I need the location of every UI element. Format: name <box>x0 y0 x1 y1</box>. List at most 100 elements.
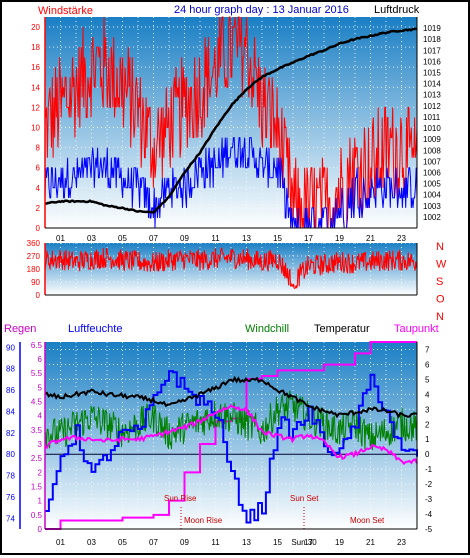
dir-tick-label: 180 <box>27 265 41 274</box>
hour-tick-label: 13 <box>242 234 251 243</box>
regen-tick-label: 0.5 <box>31 511 43 520</box>
regen-tick-label: 3.5 <box>31 426 43 435</box>
hour-tick-label: 07 <box>149 538 158 547</box>
hour-tick-label: 09 <box>180 234 189 243</box>
temp-tick-label: -4 <box>425 510 433 519</box>
feuchte-tick-label: 90 <box>6 343 15 352</box>
regen-tick-label: 1.5 <box>31 483 43 492</box>
temp-tick-label: 1 <box>425 435 430 444</box>
wind-tick-label: 2 <box>36 204 41 213</box>
series-temperatur <box>44 375 418 419</box>
temp-tick-label: 4 <box>425 390 430 399</box>
wind-tick-label: 14 <box>31 83 40 92</box>
header-left-label: Windstärke <box>38 5 93 17</box>
dir-tick-label: 0 <box>36 291 41 300</box>
feuchte-tick-label: 88 <box>6 365 15 374</box>
pressure-tick-label: 1011 <box>423 113 441 122</box>
pressure-tick-label: 1012 <box>423 102 441 111</box>
regen-tick-label: 3 <box>38 440 43 449</box>
weather-chart: Windstärke 24 hour graph day : 13 Januar… <box>4 4 447 547</box>
pressure-tick-label: 1006 <box>423 168 441 177</box>
legend-temperatur: Temperatur <box>314 323 370 335</box>
series-windrichtung <box>44 247 418 290</box>
temp-tick-label: 3 <box>425 405 430 414</box>
hour-tick-label: 01 <box>56 234 65 243</box>
regen-tick-label: 6.5 <box>31 341 43 350</box>
feuchte-tick-label: 74 <box>6 514 15 523</box>
series-wind-avg <box>44 137 418 229</box>
series-regen <box>45 341 417 530</box>
regen-tick-label: 6 <box>38 355 43 364</box>
feuchte-tick-label: 86 <box>6 386 15 395</box>
wind-tick-label: 6 <box>36 164 41 173</box>
series-luftfeuchte <box>45 370 418 524</box>
hour-tick-label: 21 <box>366 538 375 547</box>
temp-tick-label: 2 <box>425 420 430 429</box>
pressure-tick-label: 1009 <box>423 135 441 144</box>
chart-title: 24 hour graph day : 13 Januar 2016 <box>174 4 349 16</box>
pressure-tick-label: 1007 <box>423 157 441 166</box>
hour-tick-label: 13 <box>242 538 251 547</box>
regen-tick-label: 0 <box>38 525 43 534</box>
legend-windchill: Windchill <box>245 323 289 335</box>
wind-tick-label: 16 <box>31 63 40 72</box>
pressure-tick-label: 1015 <box>423 69 441 78</box>
legend-regen: Regen <box>4 323 36 335</box>
temp-tick-label: -5 <box>425 525 433 534</box>
hour-tick-label: 19 <box>335 538 344 547</box>
temp-tick-label: -2 <box>425 480 433 489</box>
regen-tick-label: 2 <box>38 468 43 477</box>
series-wind-gust <box>44 16 418 229</box>
header-right-label: Luftdruck <box>374 4 420 16</box>
regen-tick-label: 1 <box>38 497 43 506</box>
legend-taupunkt: Taupunkt <box>394 323 439 335</box>
sun-date-label: Sun 30 <box>291 538 317 547</box>
feuchte-tick-label: 82 <box>6 429 15 438</box>
astro-annotation: Moon Rise <box>184 516 223 525</box>
series-luftdruck <box>44 27 418 214</box>
wind-tick-label: 8 <box>36 144 41 153</box>
pressure-tick-label: 1002 <box>423 213 441 222</box>
wind-tick-label: 10 <box>31 124 40 133</box>
hour-tick-label: 19 <box>335 234 344 243</box>
regen-tick-label: 4.5 <box>31 398 43 407</box>
feuchte-tick-label: 76 <box>6 493 15 502</box>
wind-tick-label: 20 <box>31 23 40 32</box>
pressure-tick-label: 1010 <box>423 124 441 133</box>
regen-tick-label: 5.5 <box>31 369 43 378</box>
compass-label: S <box>436 276 443 288</box>
temp-tick-label: 7 <box>425 345 430 354</box>
hour-tick-label: 23 <box>397 234 406 243</box>
hour-tick-label: 09 <box>180 538 189 547</box>
wind-tick-label: 18 <box>31 43 40 52</box>
feuchte-tick-label: 80 <box>6 450 15 459</box>
dir-tick-label: 270 <box>27 252 41 261</box>
regen-tick-label: 2.5 <box>31 454 43 463</box>
temp-tick-label: 0 <box>425 450 430 459</box>
hour-tick-label: 17 <box>304 234 313 243</box>
feuchte-tick-label: 78 <box>6 472 15 481</box>
temp-tick-label: 5 <box>425 375 430 384</box>
pressure-tick-label: 1019 <box>423 24 441 33</box>
pressure-tick-label: 1018 <box>423 35 441 44</box>
compass-label: N <box>436 311 444 323</box>
astro-annotation: Sun Rise <box>164 494 197 503</box>
hour-tick-label: 11 <box>211 234 220 243</box>
astro-annotation: Sun Set <box>290 494 319 503</box>
wind-tick-label: 4 <box>36 184 41 193</box>
pressure-tick-label: 1004 <box>423 191 441 200</box>
hour-tick-label: 03 <box>87 538 96 547</box>
hour-tick-label: 11 <box>211 538 220 547</box>
compass-label: N <box>436 241 444 253</box>
hour-tick-label: 07 <box>149 234 158 243</box>
pressure-tick-label: 1014 <box>423 80 441 89</box>
temp-tick-label: -1 <box>425 465 433 474</box>
wind-tick-label: 12 <box>31 103 40 112</box>
hour-tick-label: 05 <box>118 538 127 547</box>
hour-tick-label: 01 <box>56 538 65 547</box>
series-taupunkt <box>44 404 418 466</box>
regen-tick-label: 5 <box>38 383 43 392</box>
feuchte-tick-label: 84 <box>6 407 15 416</box>
dir-tick-label: 90 <box>31 278 40 287</box>
